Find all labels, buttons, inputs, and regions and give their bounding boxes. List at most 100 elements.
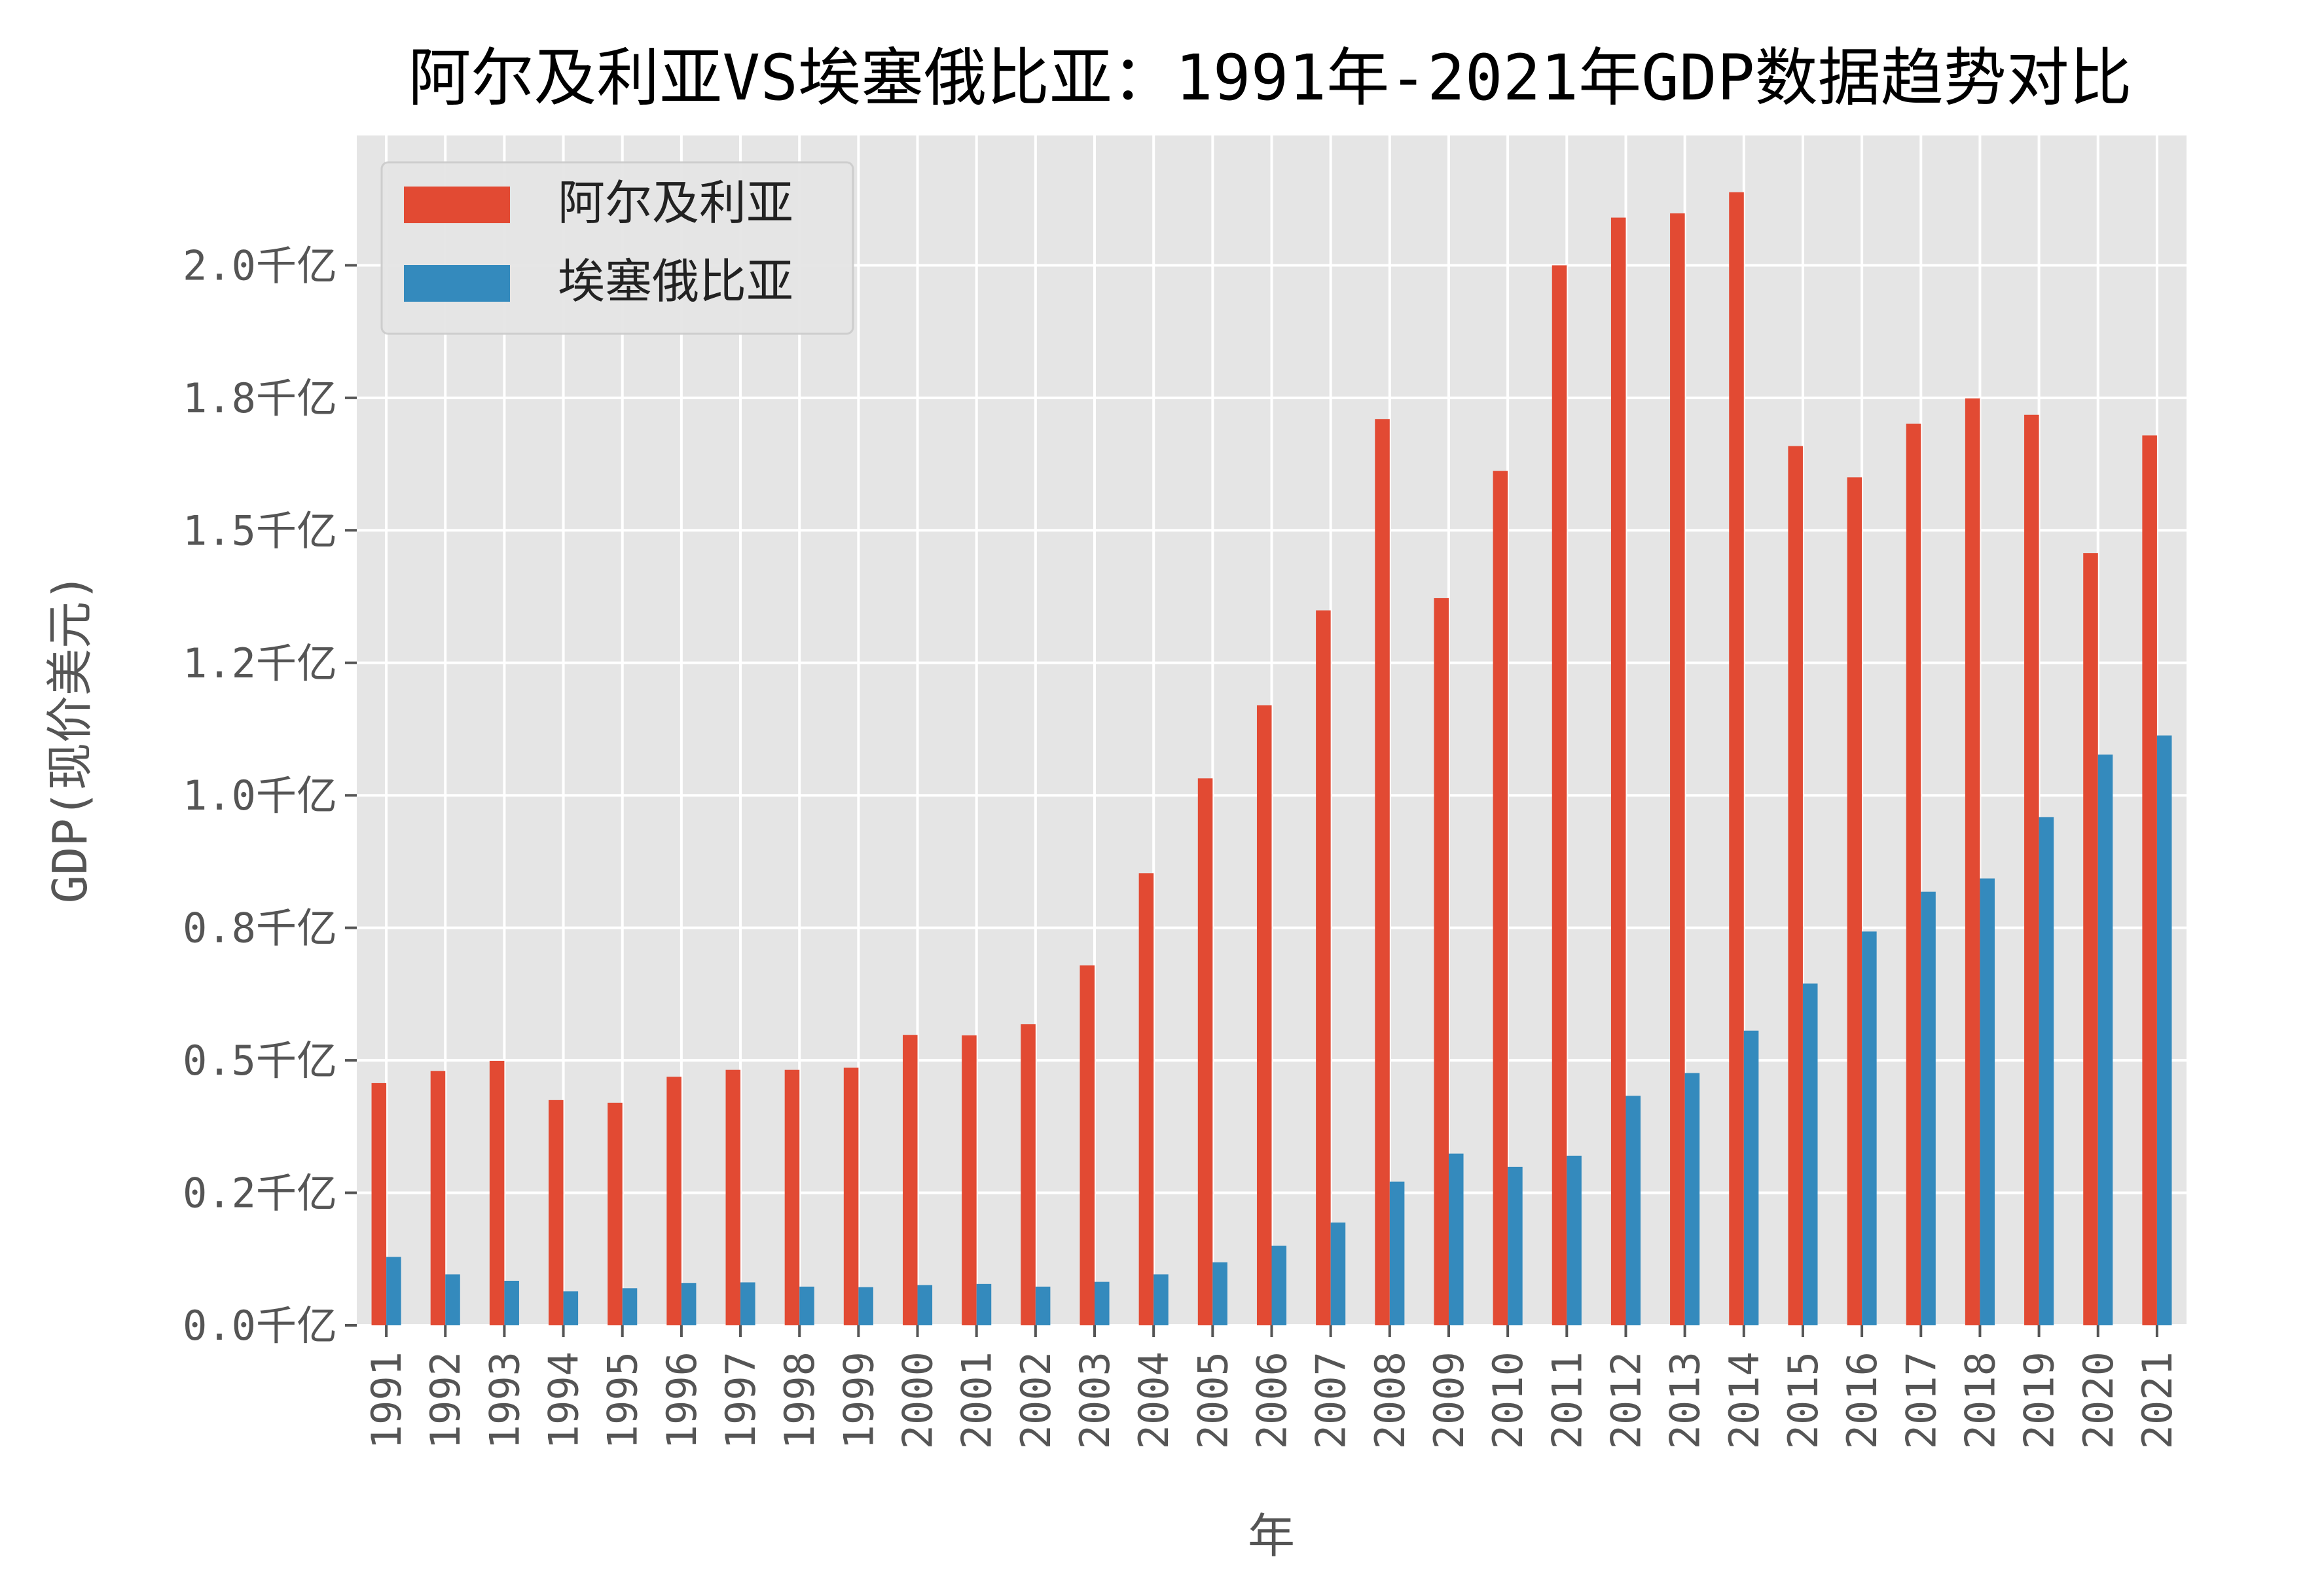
- bar-ethiopia: [1330, 1222, 1346, 1325]
- bar-ethiopia: [1153, 1274, 1169, 1325]
- bar-algeria: [1138, 873, 1154, 1325]
- y-tick-label: 0.5千亿: [183, 1037, 337, 1084]
- bar-ethiopia: [2156, 735, 2172, 1325]
- bar-ethiopia: [917, 1285, 933, 1325]
- x-tick-label: 1992: [422, 1351, 469, 1449]
- bar-ethiopia: [799, 1286, 814, 1325]
- y-tick-label: 1.8千亿: [183, 374, 337, 422]
- x-tick-label: 1998: [776, 1351, 824, 1449]
- bar-algeria: [1434, 598, 1449, 1325]
- x-tick-label: 2017: [1897, 1351, 1945, 1449]
- bar-ethiopia: [2097, 754, 2113, 1325]
- bar-ethiopia: [1212, 1262, 1227, 1325]
- bar-algeria: [1906, 423, 1921, 1325]
- x-tick-label: 2018: [1956, 1351, 2004, 1449]
- bar-algeria: [2024, 414, 2039, 1325]
- bar-ethiopia: [1389, 1181, 1405, 1325]
- bar-ethiopia: [1980, 878, 1995, 1325]
- bar-algeria: [1256, 705, 1272, 1325]
- bar-ethiopia: [1095, 1281, 1110, 1325]
- bar-ethiopia: [740, 1282, 755, 1325]
- x-tick-label: 2014: [1720, 1351, 1768, 1449]
- x-tick-label: 2007: [1307, 1351, 1355, 1449]
- x-tick-label: 2013: [1661, 1351, 1709, 1449]
- bar-algeria: [666, 1077, 681, 1325]
- bar-algeria: [1670, 213, 1685, 1325]
- bar-algeria: [2142, 435, 2157, 1325]
- bar-ethiopia: [2039, 817, 2054, 1325]
- y-axis: 0.0千亿 0.2千亿 0.5千亿 0.8千亿 1.0千亿 1.2千亿 1.5千亿 1.8千亿…: [183, 242, 357, 1350]
- bar-ethiopia: [976, 1283, 992, 1325]
- bar-ethiopia: [445, 1274, 460, 1325]
- legend-label: 埃塞俄比亚: [558, 254, 793, 309]
- x-tick-label: 1996: [658, 1351, 706, 1449]
- bar-algeria: [1080, 965, 1095, 1325]
- bars: [371, 192, 2172, 1326]
- legend-label: 阿尔及利亚: [558, 175, 793, 230]
- bar-algeria: [1847, 477, 1862, 1325]
- bar-algeria: [2083, 553, 2098, 1325]
- x-tick-label: 1995: [599, 1351, 647, 1449]
- bar-algeria: [1788, 446, 1803, 1326]
- bar-ethiopia: [1684, 1073, 1700, 1325]
- bar-algeria: [430, 1071, 446, 1325]
- x-axis-label: 年: [1248, 1509, 1295, 1564]
- chart-title: 阿尔及利亚VS埃塞俄比亚：1991年-2021年GDP数据趋势对比: [408, 41, 2132, 115]
- bar-ethiopia: [1802, 983, 1818, 1325]
- bar-algeria: [1316, 610, 1331, 1326]
- bar-algeria: [608, 1102, 623, 1325]
- bar-ethiopia: [1271, 1245, 1287, 1325]
- bar-algeria: [784, 1069, 800, 1325]
- y-tick-label: 1.2千亿: [183, 639, 337, 687]
- bar-ethiopia: [1448, 1153, 1464, 1325]
- x-tick-label: 1994: [540, 1351, 588, 1449]
- x-tick-label: 2010: [1484, 1351, 1532, 1449]
- x-tick-label: 1999: [835, 1351, 882, 1449]
- bar-algeria: [549, 1100, 564, 1325]
- x-tick-label: 2015: [1779, 1351, 1827, 1449]
- bar-ethiopia: [1862, 931, 1877, 1325]
- bar-ethiopia: [1921, 891, 1936, 1325]
- bar-algeria: [962, 1035, 977, 1325]
- bar-algeria: [725, 1069, 741, 1325]
- bar-ethiopia: [622, 1288, 638, 1325]
- x-tick-label: 2008: [1366, 1351, 1414, 1449]
- bar-algeria: [1493, 471, 1508, 1326]
- bar-ethiopia: [1508, 1166, 1523, 1325]
- bar-algeria: [902, 1035, 918, 1325]
- x-tick-label: 2016: [1838, 1351, 1886, 1449]
- x-tick-label: 2001: [953, 1351, 1001, 1449]
- y-tick-label: 1.5千亿: [183, 507, 337, 554]
- x-tick-label: 2020: [2075, 1351, 2122, 1449]
- y-tick-label: 0.8千亿: [183, 904, 337, 952]
- x-tick-label: 2002: [1012, 1351, 1060, 1449]
- bar-algeria: [843, 1067, 859, 1325]
- x-tick-label: 2011: [1543, 1351, 1591, 1449]
- x-tick-label: 1993: [481, 1351, 528, 1449]
- legend-swatch: [404, 265, 510, 302]
- x-axis: 1991 1992 1993 1994 1995 1996 1997 1998 1999 2000…: [363, 1325, 2181, 1449]
- bar-ethiopia: [1625, 1096, 1641, 1325]
- y-tick-label: 2.0千亿: [183, 242, 337, 289]
- bar-ethiopia: [563, 1291, 579, 1325]
- bar-algeria: [1729, 192, 1744, 1325]
- y-tick-label: 0.2千亿: [183, 1170, 337, 1217]
- bar-ethiopia: [386, 1257, 401, 1325]
- bar-ethiopia: [504, 1280, 519, 1325]
- bar-algeria: [1197, 778, 1213, 1325]
- x-tick-label: 2006: [1248, 1351, 1296, 1449]
- x-tick-label: 2009: [1425, 1351, 1473, 1449]
- y-tick-label: 1.0千亿: [183, 772, 337, 819]
- bar-ethiopia: [858, 1287, 873, 1325]
- bar-algeria: [1021, 1024, 1036, 1325]
- bar-ethiopia: [1743, 1030, 1759, 1325]
- bar-algeria: [1552, 265, 1567, 1325]
- bar-algeria: [489, 1060, 505, 1325]
- bar-ethiopia: [1567, 1155, 1582, 1325]
- bar-algeria: [1375, 419, 1390, 1326]
- x-tick-label: 1997: [717, 1351, 765, 1449]
- bar-ethiopia: [681, 1283, 697, 1325]
